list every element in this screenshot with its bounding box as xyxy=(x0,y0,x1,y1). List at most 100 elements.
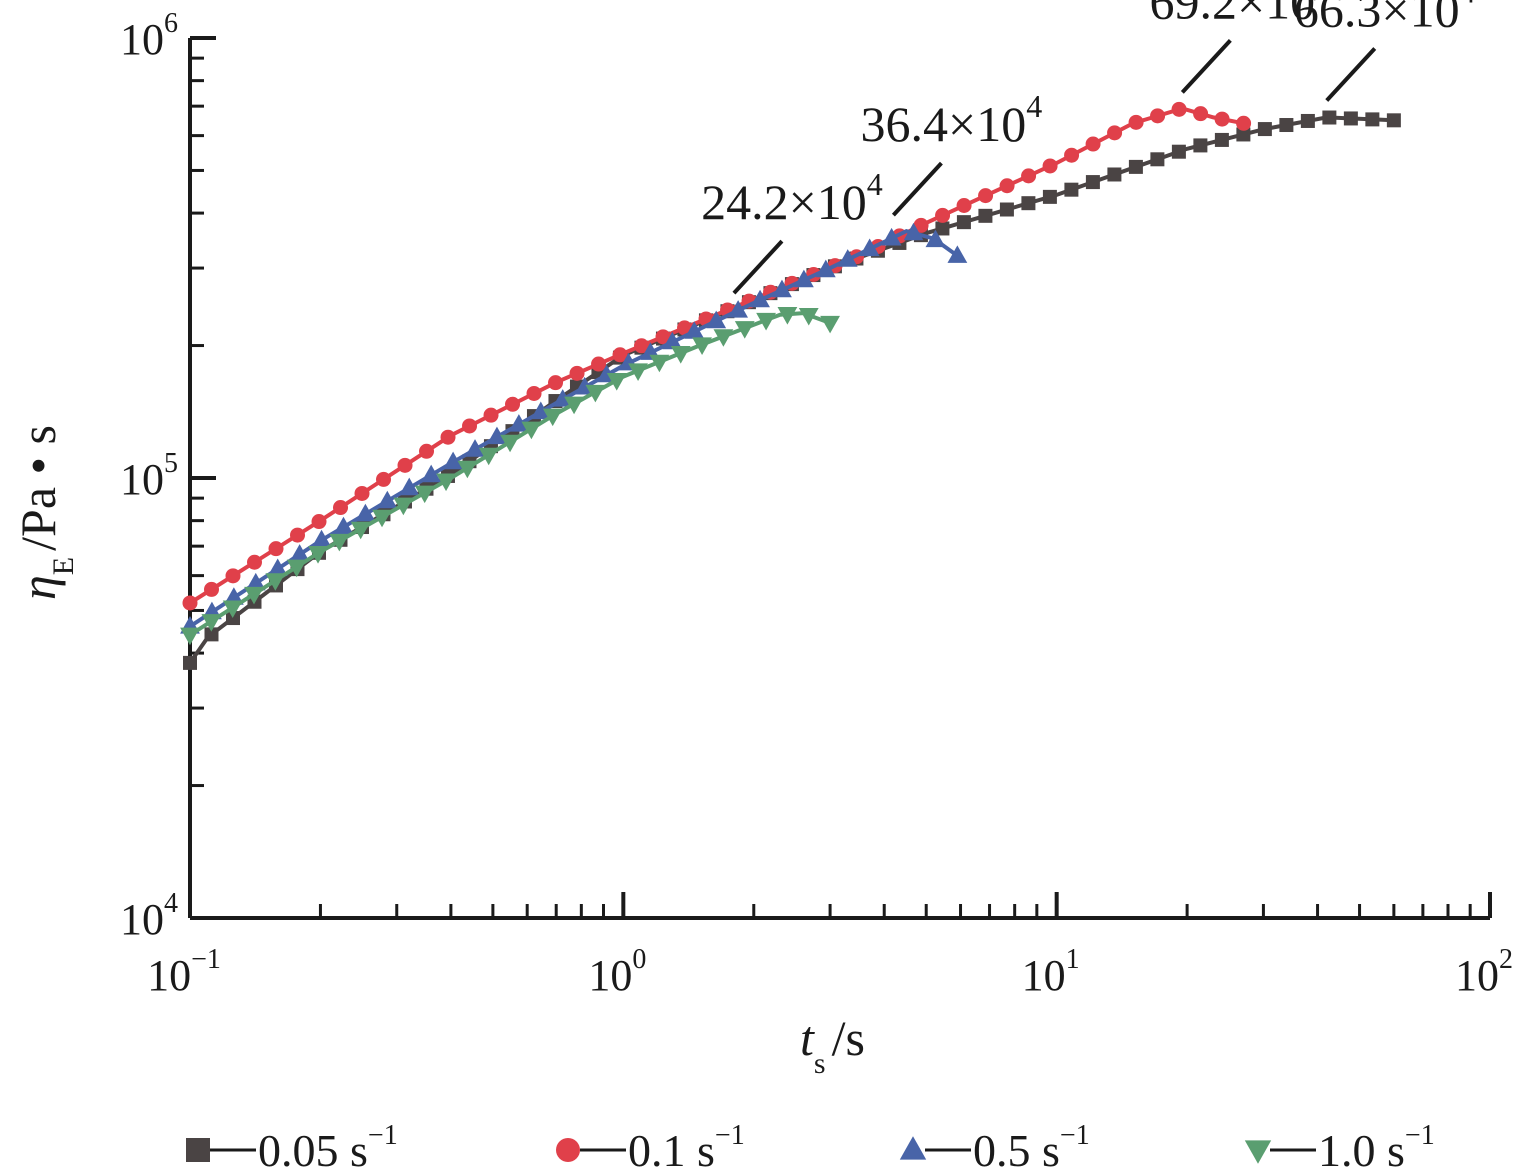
legend-exponent: −1 xyxy=(368,1120,398,1151)
data-point xyxy=(500,434,520,453)
data-point xyxy=(1128,159,1143,174)
y-axis-label: ηE/Pa • s xyxy=(10,425,80,600)
annotation-leader xyxy=(891,161,943,217)
data-point xyxy=(182,595,198,611)
y-tick-label: 104 xyxy=(120,888,178,944)
data-point xyxy=(1322,110,1337,125)
data-point xyxy=(1107,167,1122,182)
data-point xyxy=(393,497,414,516)
legend-item: 0.1 s−1 xyxy=(556,1120,745,1173)
data-point xyxy=(399,477,420,496)
data-point xyxy=(201,614,222,632)
data-point xyxy=(377,490,398,509)
data-point xyxy=(1214,132,1229,147)
data-point xyxy=(591,356,607,372)
series-triangle-down xyxy=(180,307,840,646)
y-tick-exponent: 5 xyxy=(164,448,178,479)
data-point xyxy=(245,572,266,591)
data-point xyxy=(436,473,456,492)
data-point xyxy=(1214,111,1230,127)
data-point xyxy=(333,516,354,535)
data-point xyxy=(820,315,840,334)
y-tick-exponent: 4 xyxy=(164,888,178,919)
data-point xyxy=(1085,175,1100,190)
x-tick-label: 102 xyxy=(1455,944,1513,1000)
data-point xyxy=(692,337,712,355)
data-point xyxy=(222,600,243,619)
data-point xyxy=(837,249,858,267)
data-point xyxy=(508,414,529,432)
x-ticks: 10−1 100 101 102 xyxy=(147,892,1513,1000)
annotation-leader xyxy=(1180,38,1232,94)
annotation-leader xyxy=(732,239,784,295)
data-point xyxy=(772,279,792,298)
legend-marker xyxy=(899,1136,927,1160)
series-line xyxy=(188,311,831,637)
legend-name: 0.5 s xyxy=(973,1125,1060,1173)
data-point xyxy=(530,401,551,420)
legend-label: 0.05 s−1 xyxy=(258,1120,398,1173)
x-axis-label: ts/s xyxy=(800,1010,865,1080)
data-point xyxy=(706,310,727,329)
data-point xyxy=(978,208,993,223)
data-point xyxy=(628,363,648,381)
data-point xyxy=(564,396,584,415)
legend-item: 0.5 s−1 xyxy=(899,1120,1090,1173)
annotation-exponent: 4 xyxy=(1026,88,1042,124)
legend-name: 0.1 s xyxy=(628,1125,715,1173)
legend-label: 0.1 s−1 xyxy=(628,1120,745,1173)
y-tick-base: 10 xyxy=(120,895,164,944)
data-point xyxy=(978,188,994,204)
annotation-exponent: 4 xyxy=(867,166,883,202)
data-point xyxy=(1107,125,1123,141)
y-tick-exponent: 6 xyxy=(164,8,178,39)
y-axis-unit: /Pa • s xyxy=(10,425,66,551)
legend-marker xyxy=(556,1138,580,1162)
data-point xyxy=(311,529,332,548)
data-point xyxy=(1128,114,1144,130)
series-line xyxy=(188,228,959,629)
data-point xyxy=(728,300,749,318)
legend-name: 1.0 s xyxy=(1318,1125,1405,1173)
data-point xyxy=(225,568,241,584)
data-point xyxy=(734,321,755,339)
data-point xyxy=(419,443,435,459)
data-point xyxy=(526,385,542,401)
x-axis-symbol: t xyxy=(800,1010,815,1066)
y-tick-label: 105 xyxy=(120,448,178,504)
data-point xyxy=(1343,111,1358,126)
data-point xyxy=(634,338,650,354)
data-point xyxy=(1150,152,1165,167)
x-tick-exponent: −1 xyxy=(191,944,221,975)
data-point xyxy=(1236,127,1251,142)
data-point xyxy=(1257,122,1272,137)
data-point xyxy=(750,289,770,308)
data-point xyxy=(505,396,521,412)
data-point xyxy=(935,221,950,236)
x-axis-subscript: s xyxy=(814,1047,826,1080)
data-point xyxy=(999,202,1014,217)
x-tick-base: 10 xyxy=(147,951,191,1000)
data-point xyxy=(1150,108,1166,124)
data-point xyxy=(670,346,691,364)
data-point xyxy=(585,384,606,403)
data-point xyxy=(1042,189,1057,204)
data-point xyxy=(414,485,435,504)
data-point xyxy=(267,558,288,577)
data-point xyxy=(713,329,734,347)
x-tick-exponent: 0 xyxy=(632,944,646,975)
data-point xyxy=(1021,168,1037,184)
annotation-label: 66.3×104 xyxy=(1294,0,1476,38)
data-point xyxy=(947,245,968,263)
y-tick-base: 10 xyxy=(120,15,164,64)
data-point xyxy=(1064,182,1079,197)
data-point xyxy=(333,500,349,516)
annotation-label: 36.4×104 xyxy=(861,88,1043,152)
data-point xyxy=(483,407,499,423)
data-point xyxy=(1300,113,1315,128)
data-point xyxy=(913,217,929,233)
x-tick-exponent: 1 xyxy=(1066,944,1080,975)
data-point xyxy=(465,439,485,457)
x-tick-label: 10−1 xyxy=(147,944,221,1000)
